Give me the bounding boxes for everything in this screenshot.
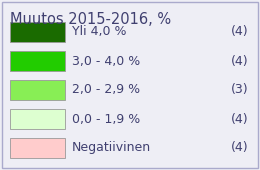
- Text: (4): (4): [230, 141, 248, 155]
- Text: Muutos 2015-2016, %: Muutos 2015-2016, %: [10, 12, 171, 27]
- Bar: [10, 22, 65, 42]
- Text: 2,0 - 2,9 %: 2,0 - 2,9 %: [72, 83, 140, 97]
- Text: 3,0 - 4,0 %: 3,0 - 4,0 %: [72, 55, 140, 67]
- Text: Negatiivinen: Negatiivinen: [72, 141, 151, 155]
- Bar: [10, 138, 65, 158]
- Text: (3): (3): [230, 83, 248, 97]
- Text: Yli 4,0 %: Yli 4,0 %: [72, 26, 127, 38]
- Bar: [10, 109, 65, 129]
- Text: (4): (4): [230, 113, 248, 125]
- Bar: [10, 80, 65, 100]
- Bar: [10, 51, 65, 71]
- Text: (4): (4): [230, 26, 248, 38]
- Text: (4): (4): [230, 55, 248, 67]
- Text: 0,0 - 1,9 %: 0,0 - 1,9 %: [72, 113, 140, 125]
